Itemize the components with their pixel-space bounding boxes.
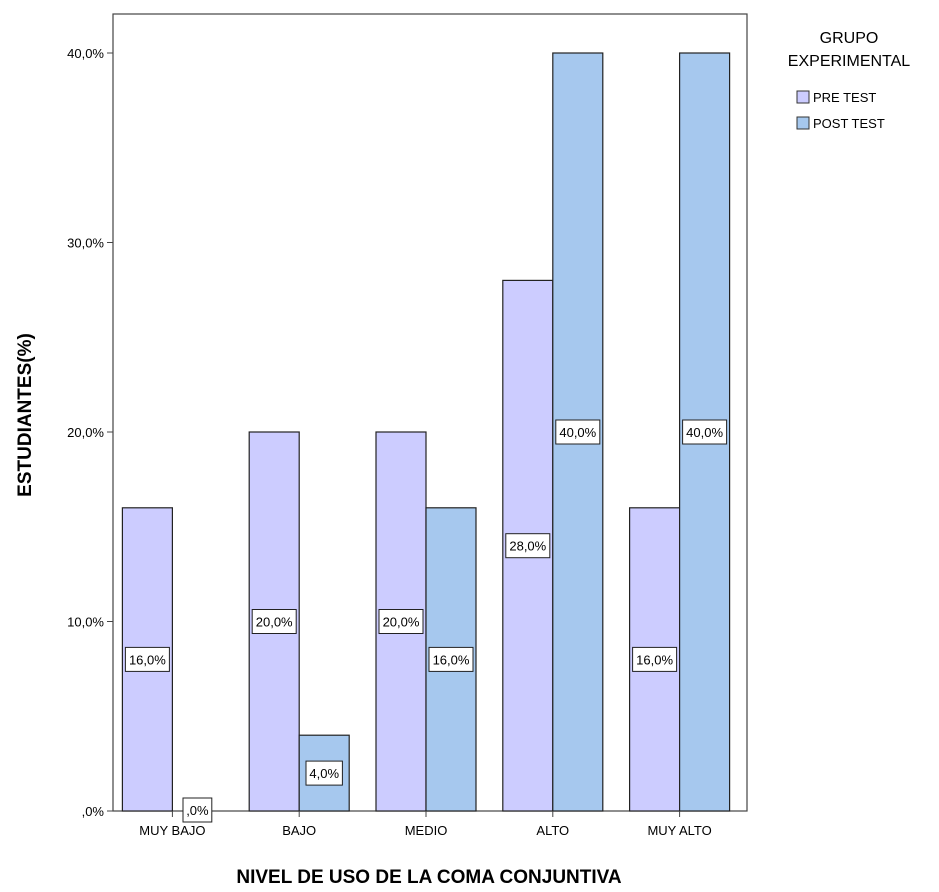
x-tick-label: MUY BAJO <box>139 823 205 838</box>
y-tick-label: 30,0% <box>67 236 104 251</box>
legend-swatch-post-test <box>796 116 810 130</box>
data-label-box <box>182 797 213 823</box>
legend-label-pre-test: PRE TEST <box>813 90 876 105</box>
data-label: 20,0% <box>383 615 420 630</box>
legend-title-line-1: GRUPO <box>820 30 879 47</box>
data-label-box <box>555 419 601 445</box>
data-label-box <box>378 609 424 634</box>
data-label-box <box>428 646 474 672</box>
legend-label-post-test: POST TEST <box>813 116 885 131</box>
data-label-box <box>305 760 343 786</box>
y-tick-label: 40,0% <box>67 46 104 61</box>
data-label-box <box>251 609 297 634</box>
data-label: 20,0% <box>256 615 293 630</box>
data-label-box <box>124 646 170 672</box>
y-axis: ,0% 10,0% 20,0% 30,0% 40,0% <box>67 46 113 819</box>
data-label-box <box>505 533 551 559</box>
data-label: 4,0% <box>309 766 339 781</box>
data-label-box <box>632 646 678 672</box>
data-label: 16,0% <box>636 652 673 667</box>
x-tick-label: BAJO <box>282 823 316 838</box>
data-label: ,0% <box>186 803 209 818</box>
legend-title-line-2: EXPERIMENTAL <box>788 53 911 70</box>
y-tick-label: ,0% <box>82 804 105 819</box>
data-label: 16,0% <box>129 652 166 667</box>
x-tick-label: MEDIO <box>405 823 448 838</box>
x-tick-label: MUY ALTO <box>647 823 711 838</box>
x-axis-title: NIVEL DE USO DE LA COMA CONJUNTIVA <box>236 867 622 888</box>
data-label: 40,0% <box>559 425 596 440</box>
x-tick-label: ALTO <box>536 823 569 838</box>
data-label-box <box>682 419 728 445</box>
legend: GRUPO EXPERIMENTAL PRE TEST POST TEST <box>788 30 911 131</box>
y-tick-label: 20,0% <box>67 425 104 440</box>
x-axis: MUY BAJO BAJO MEDIO ALTO MUY ALTO <box>139 811 712 838</box>
data-label: 40,0% <box>686 425 723 440</box>
data-label: 16,0% <box>433 652 470 667</box>
legend-swatch-pre-test <box>796 90 810 104</box>
y-axis-title: ESTUDIANTES(%) <box>15 333 36 497</box>
y-tick-label: 10,0% <box>67 615 104 630</box>
data-label-group: 16,0% ,0% 20,0% 4,0% 20,0% 16,0% 28,0% 40,0% 16,… <box>124 419 728 823</box>
data-label: 28,0% <box>509 539 546 554</box>
